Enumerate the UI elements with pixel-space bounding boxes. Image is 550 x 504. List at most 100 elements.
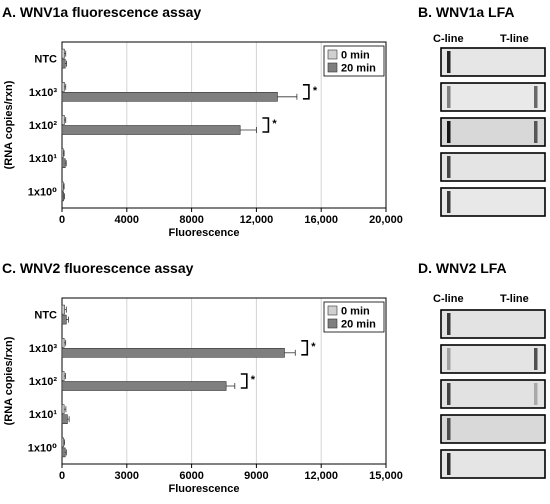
bar-0-min (61, 304, 65, 315)
category-label: 1x10³ (29, 87, 57, 99)
bar-20-min (61, 414, 68, 425)
bar-0-min (61, 48, 65, 59)
bar-20-min (61, 191, 64, 202)
lfa-control-line (447, 418, 451, 440)
legend-swatch (327, 62, 338, 73)
bar-20-min (61, 314, 67, 325)
x-axis-title: Fluorescence (169, 227, 240, 239)
chart-c: 0 3000 6000 9000 12,000 15,000 Fluorescence (RN… (3, 297, 403, 495)
category-label: 1x10² (29, 376, 57, 388)
x-tick-label: 3000 (115, 470, 139, 482)
lfa-d-c-line-label: C-line (433, 293, 464, 305)
lfa-control-line (447, 191, 451, 213)
category-label: 1x10² (29, 120, 57, 132)
bar-20-min (61, 381, 227, 391)
lfa-strip (440, 309, 546, 339)
plot-frame (61, 41, 387, 209)
bar-20-min (61, 125, 241, 135)
bar-0-min (61, 371, 65, 381)
bar-0-min (61, 404, 65, 415)
chart-a: 0 4000 8000 12,000 16,000 20,000 Fluorescence (… (3, 41, 403, 239)
bar-0-min (61, 82, 65, 92)
lfa-test-line (534, 121, 538, 143)
y-axis-title: (RNA copies/rxn) (3, 80, 15, 169)
bar-20-min (61, 92, 278, 102)
bar-20-min (61, 158, 66, 168)
lfa-strip (440, 47, 546, 77)
lfa-test-line (534, 86, 538, 108)
lfa-control-line (447, 453, 451, 475)
category-label: NTC (34, 310, 57, 322)
significance-star: * (272, 118, 277, 130)
lfa-strip (440, 152, 546, 182)
lfa-test-line (534, 348, 538, 370)
bar-0-min (61, 181, 64, 192)
x-tick-label: 20,000 (369, 214, 403, 226)
significance-bracket (240, 373, 248, 389)
significance-star: * (313, 85, 318, 97)
x-tick-label: 0 (59, 470, 65, 482)
lfa-control-line (447, 313, 451, 335)
x-tick-label: 15,000 (369, 470, 403, 482)
lfa-control-line (447, 86, 451, 108)
lfa-control-line (447, 348, 451, 370)
x-tick-label: 0 (59, 214, 65, 226)
panel-c-title: C. WNV2 fluorescence assay (2, 260, 194, 276)
lfa-control-line (447, 121, 451, 143)
panel-d-title: D. WNV2 LFA (418, 260, 507, 276)
lfa-strip (440, 117, 546, 147)
category-label: 1x10⁰ (28, 186, 57, 198)
lfa-control-line (447, 156, 451, 178)
lfa-strip (440, 187, 546, 217)
x-tick-label: 16,000 (304, 214, 338, 226)
y-axis-title: (RNA copies/rxn) (3, 336, 15, 425)
lfa-b-strips (440, 47, 546, 217)
legend-swatch (327, 318, 338, 329)
legend-swatch (327, 49, 338, 60)
legend-label: 20 min (341, 63, 376, 75)
lfa-control-line (447, 383, 451, 405)
panel-b-title: B. WNV1a LFA (418, 4, 514, 20)
x-tick-label: 9000 (244, 470, 268, 482)
significance-bracket (302, 84, 310, 100)
lfa-strip (440, 344, 546, 374)
x-tick-label: 12,000 (304, 470, 338, 482)
legend-label: 0 min (341, 306, 370, 318)
bar-0-min (61, 337, 65, 348)
bar-0-min (61, 437, 65, 448)
bar-20-min (61, 347, 285, 358)
bar-20-min (61, 447, 66, 458)
panel-a-title: A. WNV1a fluorescence assay (2, 4, 201, 20)
lfa-control-line (447, 51, 451, 73)
lfa-b-t-line-label: T-line (500, 33, 529, 45)
lfa-strip (440, 82, 546, 112)
legend-label: 0 min (341, 50, 370, 62)
significance-star: * (311, 341, 316, 353)
bar-20-min (61, 58, 66, 69)
lfa-d-t-line-label: T-line (500, 293, 529, 305)
lfa-strip (440, 449, 546, 479)
lfa-b-c-line-label: C-line (433, 33, 464, 45)
lfa-test-line (534, 383, 538, 405)
significance-bracket (301, 340, 309, 356)
x-axis-title: Fluorescence (169, 483, 240, 495)
significance-star: * (251, 374, 256, 386)
category-label: NTC (34, 54, 57, 66)
x-tick-label: 4000 (115, 214, 139, 226)
category-label: 1x10³ (29, 343, 57, 355)
category-label: 1x10¹ (29, 153, 57, 165)
lfa-d-strips (440, 309, 546, 479)
legend-label: 20 min (341, 319, 376, 331)
legend-swatch (327, 305, 338, 316)
significance-bracket (262, 117, 270, 133)
plot-frame (61, 297, 387, 465)
lfa-strip (440, 414, 546, 444)
category-label: 1x10⁰ (28, 442, 57, 454)
lfa-strip (440, 379, 546, 409)
bar-0-min (61, 148, 64, 158)
category-label: 1x10¹ (29, 409, 57, 421)
x-tick-label: 8000 (179, 214, 203, 226)
x-tick-label: 6000 (179, 470, 203, 482)
x-tick-label: 12,000 (240, 214, 274, 226)
